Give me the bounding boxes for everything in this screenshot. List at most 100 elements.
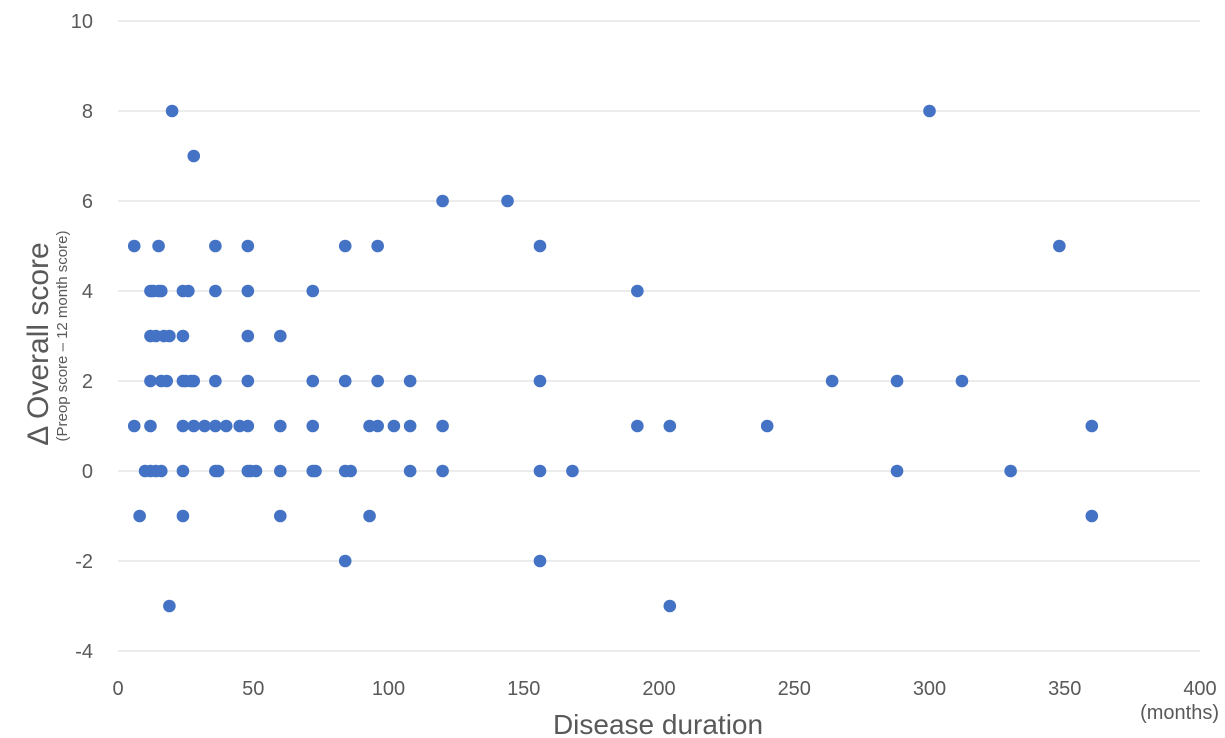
x-axis-title: Disease duration — [553, 709, 763, 738]
data-point — [306, 284, 320, 298]
data-point — [371, 239, 384, 253]
data-point — [955, 374, 969, 388]
data-point — [241, 329, 255, 343]
data-point — [209, 239, 222, 253]
x-tick-label: 300 — [913, 678, 946, 700]
gridlines — [118, 20, 1200, 652]
y-tick-label: 2 — [82, 371, 93, 393]
data-point — [371, 419, 384, 433]
data-point — [533, 374, 547, 388]
data-point — [127, 419, 141, 433]
data-point — [154, 464, 168, 478]
y-tick-label: -4 — [75, 641, 93, 663]
data-point — [1004, 464, 1017, 478]
data-point — [241, 374, 255, 388]
data-point — [133, 509, 146, 523]
x-tick-label: 350 — [1048, 678, 1081, 700]
data-point — [501, 194, 514, 208]
data-point — [890, 374, 904, 388]
y-axis-subtitle: (Preop score – 12 month score) — [54, 231, 71, 442]
y-axis-ticks: -4 -2 0 2 4 6 8 10 — [71, 11, 93, 663]
data-point — [825, 374, 839, 388]
x-tick-label: 150 — [507, 678, 540, 700]
data-point — [533, 554, 547, 568]
data-point — [371, 374, 384, 388]
data-point — [176, 464, 190, 478]
data-point — [387, 419, 401, 433]
data-point — [274, 419, 287, 433]
data-point — [436, 194, 449, 208]
data-point — [363, 509, 376, 523]
data-point — [403, 374, 417, 388]
data-point — [1085, 509, 1099, 523]
data-point — [176, 509, 190, 523]
data-point — [160, 374, 173, 388]
data-point — [436, 419, 449, 433]
y-tick-label: 8 — [82, 101, 93, 123]
data-point — [187, 149, 201, 163]
data-point — [274, 464, 287, 478]
data-point — [306, 419, 320, 433]
data-point — [209, 284, 222, 298]
x-tick-label: 250 — [778, 678, 811, 700]
data-point — [152, 239, 165, 253]
data-point — [533, 464, 547, 478]
data-point — [209, 374, 222, 388]
data-point — [1053, 239, 1066, 253]
data-point — [338, 239, 352, 253]
data-point — [923, 104, 936, 118]
data-point — [198, 419, 211, 433]
data-point — [144, 419, 157, 433]
x-tick-label: 50 — [242, 678, 264, 700]
data-point — [631, 284, 644, 298]
data-point — [165, 104, 179, 118]
data-point — [144, 374, 157, 388]
data-point — [760, 419, 774, 433]
data-point — [309, 464, 322, 478]
data-point — [403, 419, 417, 433]
data-point — [306, 374, 320, 388]
data-point — [127, 239, 141, 253]
x-axis-unit: (months) — [1140, 702, 1219, 724]
data-point — [241, 419, 255, 433]
x-axis-ticks: 0 50 100 150 200 250 300 350 400 — [112, 678, 1216, 700]
data-point — [631, 419, 644, 433]
data-point — [209, 419, 222, 433]
data-point — [274, 509, 287, 523]
x-tick-label: 100 — [372, 678, 405, 700]
data-point — [338, 554, 352, 568]
data-point — [163, 599, 176, 613]
data-point — [241, 284, 255, 298]
data-point — [187, 419, 201, 433]
data-point — [663, 419, 677, 433]
data-point — [163, 329, 176, 343]
y-tick-label: -2 — [75, 551, 93, 573]
y-axis-title: Δ Overall score — [22, 242, 55, 445]
data-points — [127, 104, 1099, 613]
data-point — [219, 419, 233, 433]
data-point — [187, 374, 201, 388]
data-point — [1085, 419, 1099, 433]
data-point — [890, 464, 904, 478]
data-point — [241, 239, 255, 253]
y-tick-label: 6 — [82, 191, 93, 213]
data-point — [403, 464, 417, 478]
data-point — [338, 374, 352, 388]
data-point — [566, 464, 579, 478]
data-point — [249, 464, 263, 478]
x-tick-label: 0 — [112, 678, 123, 700]
x-tick-label: 400 — [1183, 678, 1216, 700]
data-point — [274, 329, 287, 343]
x-tick-label: 200 — [642, 678, 675, 700]
y-tick-label: 10 — [71, 11, 93, 33]
data-point — [211, 464, 225, 478]
y-tick-label: 0 — [82, 461, 93, 483]
y-tick-label: 4 — [82, 281, 93, 303]
data-point — [176, 329, 190, 343]
data-point — [533, 239, 547, 253]
data-point — [182, 284, 195, 298]
data-point — [663, 599, 677, 613]
data-point — [154, 284, 168, 298]
data-point — [344, 464, 357, 478]
